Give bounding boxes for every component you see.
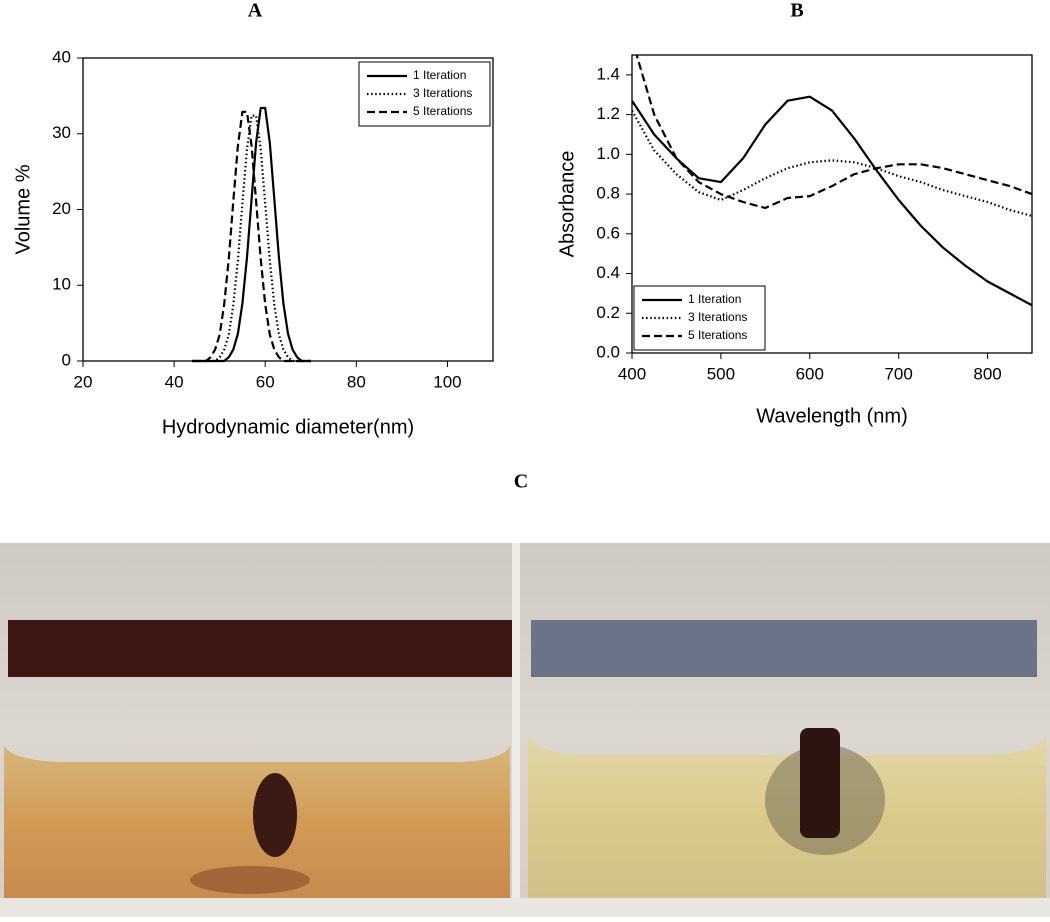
data-line — [192, 110, 311, 363]
x-tick-label: 400 — [618, 364, 646, 383]
legend-label: 5 Iterations — [413, 104, 472, 118]
y-tick-label: 40 — [52, 47, 71, 66]
x-tick-label: 60 — [256, 372, 275, 391]
x-axis-title: Wavelength (nm) — [756, 405, 908, 427]
legend-label: 1 Iteration — [413, 68, 466, 82]
y-axis-title: Absorbance — [556, 151, 578, 258]
data-line — [635, 55, 1032, 210]
x-tick-label: 20 — [74, 372, 93, 391]
data-line — [632, 110, 1032, 217]
panel-label: B — [790, 0, 803, 22]
plot-frame — [631, 54, 1033, 354]
y-tick-label: 0.8 — [596, 184, 620, 203]
x-tick-label: 600 — [796, 364, 824, 383]
y-tick-label: 10 — [52, 275, 71, 294]
x-tick-label: 700 — [884, 364, 912, 383]
legend-label: 1 Iteration — [688, 292, 741, 306]
y-tick-label: 30 — [52, 123, 71, 142]
data-line — [632, 95, 1032, 307]
panel-label: C — [514, 471, 528, 493]
y-tick-label: 1.4 — [596, 64, 620, 83]
legend-box — [358, 61, 491, 127]
y-axis-title: Volume % — [12, 164, 34, 254]
y-tick-label: 0 — [62, 350, 71, 369]
panel-label: A — [248, 0, 263, 22]
legend-label: 5 Iterations — [688, 328, 747, 342]
x-tick-label: 80 — [347, 372, 366, 391]
legend-label: 3 Iterations — [413, 86, 472, 100]
legend-box — [633, 285, 766, 351]
legend-label: 3 Iterations — [688, 310, 747, 324]
x-axis-title: Hydrodynamic diameter(nm) — [162, 416, 414, 438]
y-tick-label: 0.0 — [596, 342, 620, 361]
x-tick-label: 40 — [165, 372, 184, 391]
photo — [0, 543, 1050, 917]
y-tick-label: 20 — [52, 199, 71, 218]
y-tick-label: 0.6 — [596, 223, 620, 242]
x-tick-label: 100 — [433, 372, 461, 391]
x-tick-label: 800 — [973, 364, 1001, 383]
y-tick-label: 1.0 — [596, 144, 620, 163]
y-tick-label: 0.2 — [596, 303, 620, 322]
y-tick-label: 0.4 — [596, 263, 620, 282]
y-tick-label: 1.2 — [596, 104, 620, 123]
x-tick-label: 500 — [707, 364, 735, 383]
data-line — [192, 106, 311, 363]
